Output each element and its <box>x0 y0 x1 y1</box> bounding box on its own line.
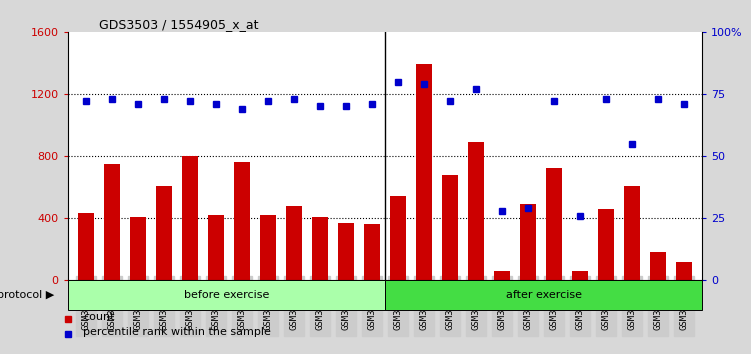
Bar <box>156 185 172 280</box>
Text: count: count <box>83 313 115 322</box>
Text: percentile rank within the sample: percentile rank within the sample <box>83 327 271 337</box>
Text: after exercise: after exercise <box>505 290 581 300</box>
Text: GDS3503 / 1554905_x_at: GDS3503 / 1554905_x_at <box>99 18 259 31</box>
Bar <box>312 217 327 280</box>
Bar <box>78 213 94 280</box>
Bar <box>208 215 224 280</box>
Bar <box>546 169 562 280</box>
Bar <box>364 224 380 280</box>
Text: before exercise: before exercise <box>183 290 269 300</box>
Bar <box>598 209 614 280</box>
Bar <box>68 280 385 310</box>
Bar <box>104 164 119 280</box>
Bar <box>442 175 457 280</box>
Bar <box>650 252 666 280</box>
Bar <box>520 204 535 280</box>
Bar <box>286 206 302 280</box>
Bar <box>676 262 692 280</box>
Bar <box>624 185 640 280</box>
Bar <box>468 142 484 280</box>
Bar <box>494 271 510 280</box>
Bar <box>234 162 249 280</box>
Bar <box>572 271 588 280</box>
Bar <box>416 64 432 280</box>
Bar <box>338 223 354 280</box>
Text: protocol ▶: protocol ▶ <box>0 290 54 300</box>
Bar <box>260 215 276 280</box>
Bar <box>390 196 406 280</box>
Bar <box>182 156 198 280</box>
Bar <box>130 217 146 280</box>
Bar <box>385 280 702 310</box>
